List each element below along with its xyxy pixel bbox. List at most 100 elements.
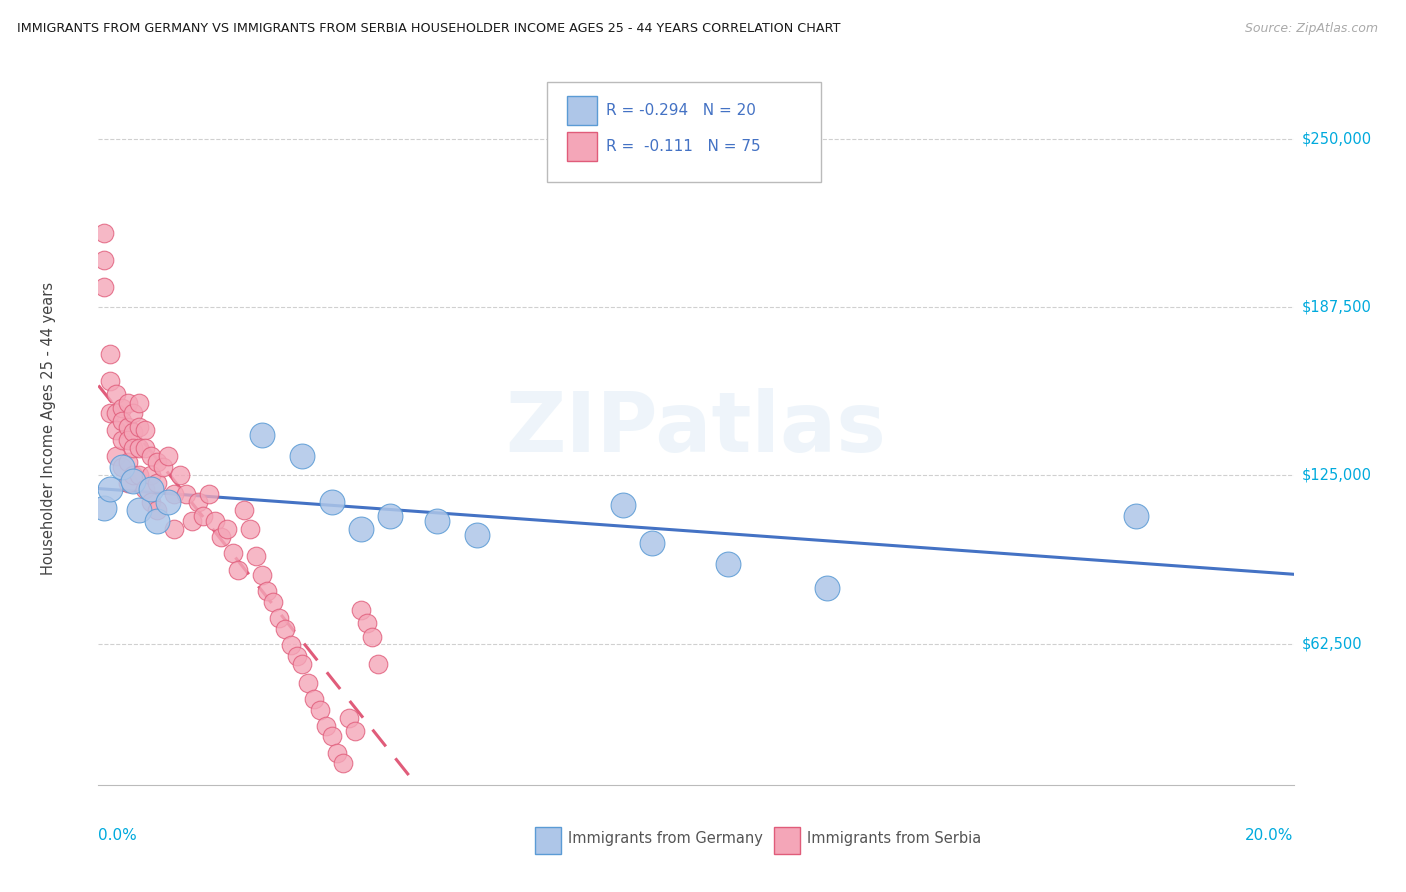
Point	[291, 657, 314, 671]
Text: R = -0.294   N = 20: R = -0.294 N = 20	[606, 103, 756, 118]
Point	[104, 406, 127, 420]
Point	[104, 423, 127, 437]
Point	[93, 500, 115, 515]
Point	[93, 226, 115, 240]
Point	[337, 711, 360, 725]
Point	[117, 434, 139, 448]
Point	[93, 252, 115, 267]
Point	[262, 595, 284, 609]
FancyBboxPatch shape	[567, 96, 596, 125]
Point	[139, 468, 162, 483]
Point	[297, 675, 319, 690]
Text: $187,500: $187,500	[1302, 300, 1372, 315]
Point	[134, 442, 156, 456]
Point	[641, 535, 664, 549]
Point	[111, 434, 134, 448]
Point	[378, 508, 401, 523]
Point	[193, 508, 215, 523]
Point	[122, 406, 145, 420]
Point	[285, 648, 308, 663]
Point	[117, 476, 139, 491]
Point	[104, 450, 127, 464]
Point	[1125, 508, 1147, 523]
Point	[174, 487, 197, 501]
Point	[98, 406, 121, 420]
Point	[309, 702, 332, 716]
Point	[209, 530, 232, 544]
Point	[157, 495, 180, 509]
Point	[163, 522, 186, 536]
Text: Immigrants from Serbia: Immigrants from Serbia	[807, 831, 981, 846]
Point	[134, 482, 156, 496]
Point	[163, 487, 186, 501]
Point	[139, 482, 162, 496]
Point	[717, 557, 740, 571]
Point	[128, 503, 150, 517]
Point	[145, 503, 167, 517]
Point	[128, 395, 150, 409]
Point	[204, 514, 226, 528]
Point	[186, 495, 208, 509]
Point	[302, 691, 325, 706]
Point	[361, 630, 384, 644]
Point	[239, 522, 262, 536]
Point	[350, 603, 373, 617]
Point	[128, 468, 150, 483]
Point	[269, 611, 291, 625]
Point	[145, 514, 167, 528]
Point	[343, 724, 366, 739]
Point	[122, 425, 145, 440]
Point	[291, 450, 314, 464]
Text: Immigrants from Germany: Immigrants from Germany	[568, 831, 763, 846]
Point	[145, 476, 167, 491]
Text: $62,500: $62,500	[1302, 636, 1362, 651]
Point	[250, 568, 273, 582]
Text: 0.0%: 0.0%	[98, 828, 138, 843]
Point	[152, 460, 174, 475]
Point	[117, 455, 139, 469]
FancyBboxPatch shape	[534, 827, 561, 855]
Point	[467, 527, 489, 541]
Point	[815, 582, 838, 596]
Point	[332, 756, 354, 771]
Point	[111, 401, 134, 415]
Point	[350, 522, 373, 536]
Text: $250,000: $250,000	[1302, 131, 1372, 146]
Text: Source: ZipAtlas.com: Source: ZipAtlas.com	[1244, 22, 1378, 36]
Point	[250, 428, 273, 442]
Point	[356, 616, 378, 631]
FancyBboxPatch shape	[773, 827, 800, 855]
Point	[321, 495, 343, 509]
Text: ZIPatlas: ZIPatlas	[506, 388, 886, 468]
Point	[139, 450, 162, 464]
Point	[122, 442, 145, 456]
Point	[367, 657, 389, 671]
Point	[612, 498, 634, 512]
Point	[256, 584, 278, 599]
Point	[157, 450, 180, 464]
Point	[228, 562, 250, 576]
Point	[117, 419, 139, 434]
Point	[280, 638, 302, 652]
Point	[111, 460, 134, 475]
Point	[117, 395, 139, 409]
Point	[122, 474, 145, 488]
Point	[274, 622, 297, 636]
Text: $125,000: $125,000	[1302, 467, 1372, 483]
Point	[128, 442, 150, 456]
Point	[315, 719, 337, 733]
Point	[93, 280, 115, 294]
Point	[111, 460, 134, 475]
Point	[139, 495, 162, 509]
Point	[169, 468, 191, 483]
Point	[245, 549, 267, 563]
Point	[122, 468, 145, 483]
Text: IMMIGRANTS FROM GERMANY VS IMMIGRANTS FROM SERBIA HOUSEHOLDER INCOME AGES 25 - 4: IMMIGRANTS FROM GERMANY VS IMMIGRANTS FR…	[17, 22, 841, 36]
Point	[104, 387, 127, 401]
Text: Householder Income Ages 25 - 44 years: Householder Income Ages 25 - 44 years	[41, 282, 56, 574]
Point	[215, 522, 238, 536]
FancyBboxPatch shape	[547, 82, 821, 182]
Text: 20.0%: 20.0%	[1246, 828, 1294, 843]
Point	[111, 414, 134, 428]
Point	[134, 423, 156, 437]
